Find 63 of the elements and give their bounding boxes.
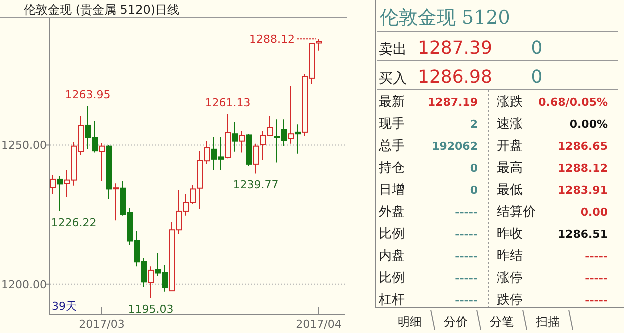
text: 0 [470, 162, 478, 175]
text: 伦敦金现 5120 [380, 7, 510, 29]
text: 0.68/0.05% [538, 96, 608, 109]
text: 比例 [379, 227, 405, 242]
text: ----- [455, 250, 478, 263]
annotation: 1226.22 [51, 216, 97, 230]
text: ----- [585, 294, 608, 307]
text: 开盘 [497, 139, 523, 154]
text: 1288.12 [558, 162, 608, 175]
text: 0 [470, 184, 478, 197]
text: 最新 [379, 95, 405, 110]
text: 1286.98 [418, 67, 492, 88]
text: 结算价 [497, 205, 536, 220]
text: ----- [455, 228, 478, 241]
text: ----- [455, 206, 478, 219]
text: 内盘 [379, 249, 405, 264]
annotation: 39天 [52, 300, 77, 313]
text: 速涨 [497, 117, 523, 132]
text: 持仓 [379, 161, 405, 176]
x-tick-label: 2017/04 [296, 318, 342, 331]
annotation: 1263.95 [65, 88, 111, 102]
y-tick-label: 1250.00 [2, 139, 47, 152]
text: 现手 [379, 117, 405, 132]
annotation: 1195.03 [128, 303, 174, 316]
text: 日增 [379, 183, 405, 198]
text: 扫描 [535, 315, 560, 329]
text: 1287.39 [418, 38, 492, 59]
x-tick-label: 2017/03 [79, 318, 125, 331]
text: 1286.65 [558, 140, 608, 153]
annotation: 1239.77 [233, 178, 279, 192]
text: ----- [455, 272, 478, 285]
text: 杠杆 [378, 293, 405, 308]
text: ----- [585, 272, 608, 285]
text: 最高 [497, 160, 523, 176]
text: 0 [531, 38, 543, 59]
text: 1286.51 [558, 228, 608, 241]
chart-title: 伦敦金现 (贵金属 5120)日线 [24, 3, 180, 17]
text: 涨跌 [497, 95, 523, 110]
text: 明细 [398, 315, 422, 329]
y-tick-label: 1200.00 [2, 278, 47, 292]
text: 1287.19 [428, 96, 478, 109]
text: 比例 [379, 271, 405, 286]
text: 买入 [379, 71, 407, 87]
text: 跌停 [497, 293, 523, 308]
text: 卖出 [379, 42, 407, 58]
text: 2 [470, 118, 478, 131]
annotation: 1288.12 [250, 33, 295, 46]
text: 昨收 [497, 227, 523, 242]
text: 外盘 [379, 205, 405, 220]
text: 总手 [378, 139, 405, 154]
text: 1283.91 [558, 184, 608, 197]
text: 0 [531, 67, 543, 88]
text: ----- [455, 294, 478, 307]
text: 分笔 [490, 315, 514, 329]
text: 0.00 [580, 206, 608, 219]
text: 192062 [432, 140, 478, 153]
text: 昨结 [497, 249, 523, 264]
text: 最低 [497, 183, 523, 198]
annotation: 1261.13 [205, 96, 251, 110]
text: 0.00% [570, 118, 608, 131]
text: ----- [585, 250, 608, 263]
text: 分价 [444, 315, 468, 329]
text: 涨停 [497, 271, 523, 286]
